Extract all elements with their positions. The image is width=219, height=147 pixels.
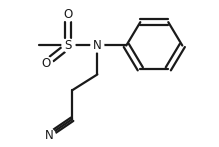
Circle shape <box>62 8 75 21</box>
Text: S: S <box>65 39 72 52</box>
Text: N: N <box>44 129 53 142</box>
Text: O: O <box>41 57 51 70</box>
Circle shape <box>42 129 55 142</box>
Circle shape <box>62 39 75 52</box>
Text: N: N <box>93 39 102 52</box>
Circle shape <box>40 57 52 70</box>
Text: O: O <box>64 8 73 21</box>
Circle shape <box>91 39 104 52</box>
